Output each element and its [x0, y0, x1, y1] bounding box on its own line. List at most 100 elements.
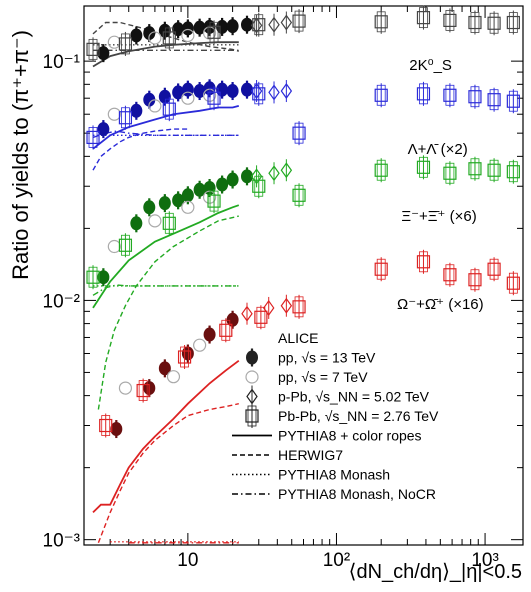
data-point-syst: [419, 7, 428, 29]
data-point: [226, 84, 239, 99]
data-point-syst: [88, 266, 98, 288]
legend: ALICE pp, √s = 13 TeV pp, √s = 7 TeV p-Pb, …: [232, 330, 439, 502]
data-point: [158, 89, 171, 104]
data-point: [252, 18, 266, 32]
plot-border: [83, 5, 524, 546]
data-point-syst: [121, 234, 130, 256]
data-point: [158, 361, 171, 376]
y-axis-label: Ratio of yields to (π⁺+π⁻): [8, 30, 33, 280]
data-point-syst: [419, 156, 428, 178]
data-point: [158, 196, 171, 211]
data-point: [216, 177, 229, 192]
data-point: [107, 107, 121, 121]
legend-marker-syst: [247, 405, 257, 427]
data-point: [262, 299, 275, 316]
data-point: [506, 94, 520, 108]
data-point: [118, 238, 133, 252]
species-label: Λ+Λ̄ (×2): [408, 141, 468, 158]
data-point-syst: [376, 258, 386, 280]
data-point: [158, 23, 171, 38]
x-axis-label: ⟨dN_ch/dη⟩_|η|<0.5: [349, 561, 522, 583]
data-point: [252, 179, 266, 193]
data-point-syst: [209, 190, 219, 212]
data-point: [207, 91, 221, 105]
species-label: Ξ⁻+Ξ̄⁺ (×6): [401, 208, 476, 225]
species-labels: 2K⁰_S Λ+Λ̄ (×2) Ξ⁻+Ξ̄⁺ (×6) Ω⁻+Ω̄⁺ (×16): [397, 57, 484, 313]
data-point: [416, 255, 431, 269]
data-point: [136, 383, 150, 398]
data-point: [148, 31, 162, 45]
model-curve: [92, 128, 188, 171]
data-point: [86, 42, 100, 56]
data-point: [118, 37, 133, 51]
model-curve: [92, 105, 240, 150]
data-point: [181, 21, 194, 36]
model-curve: [92, 204, 240, 309]
legend-label: HERWIG7: [278, 447, 343, 463]
legend-marker: [245, 370, 259, 384]
data-point-syst: [489, 12, 499, 34]
data-point-syst: [508, 272, 518, 294]
data-point-syst: [508, 90, 518, 112]
model-curve: [92, 130, 239, 139]
data-point-syst: [121, 107, 130, 129]
species-label: Ω⁻+Ω̄⁺ (×16): [397, 296, 484, 313]
y-tick-label: 10⁻¹: [43, 52, 81, 73]
data-point: [86, 270, 100, 284]
data-point: [107, 35, 121, 49]
data-point: [241, 17, 254, 32]
data-point: [252, 87, 266, 101]
data-point: [250, 168, 263, 185]
data-point: [110, 422, 123, 437]
data-point: [130, 28, 143, 43]
data-point: [207, 25, 221, 39]
x-tick-label: 10²: [323, 550, 350, 571]
model-curves: [92, 21, 240, 544]
data-point-syst: [508, 12, 518, 33]
data-point: [118, 111, 133, 125]
legend-label: Pb-Pb, √s_NN = 2.76 TeV: [278, 408, 439, 424]
y-tick-label: 10⁻³: [43, 531, 81, 552]
data-point: [202, 26, 217, 40]
data-point: [416, 87, 431, 101]
data-point: [97, 270, 110, 285]
data-point-syst: [419, 251, 428, 273]
data-point-syst: [489, 258, 499, 280]
data-point: [143, 92, 156, 107]
data-point-syst: [376, 159, 386, 181]
data-point: [468, 273, 482, 287]
data-point: [181, 188, 194, 203]
data-point: [292, 126, 306, 140]
data-point: [506, 276, 520, 290]
data-point: [443, 166, 457, 180]
data-point: [177, 350, 192, 364]
data-point: [193, 20, 206, 35]
legend-marker: [246, 350, 258, 365]
data-point: [216, 82, 229, 97]
data-point: [268, 84, 280, 101]
data-point: [207, 194, 221, 208]
data-point: [468, 15, 482, 30]
data-point: [241, 305, 253, 322]
data-point: [193, 84, 206, 99]
model-curve: [92, 41, 239, 68]
model-curve: [92, 359, 240, 514]
data-point: [268, 165, 280, 182]
data-point-syst: [164, 98, 174, 120]
data-point: [468, 162, 482, 176]
data-point: [226, 19, 239, 34]
plot-frame: [83, 5, 524, 546]
data-point: [181, 28, 195, 43]
data-point: [226, 172, 239, 187]
data-point: [107, 239, 121, 254]
data-point-syst: [88, 38, 98, 60]
legend-title: ALICE: [278, 330, 318, 346]
data-point: [443, 13, 457, 28]
legend-label: PYTHIA8 Monash: [278, 467, 390, 483]
data-point-syst: [470, 158, 480, 180]
data-point: [292, 14, 306, 28]
x-axis-ticks: 10 10² 10³: [83, 6, 499, 571]
data-point-syst: [470, 269, 480, 291]
model-curve: [97, 215, 239, 410]
data-point-syst: [294, 122, 304, 144]
